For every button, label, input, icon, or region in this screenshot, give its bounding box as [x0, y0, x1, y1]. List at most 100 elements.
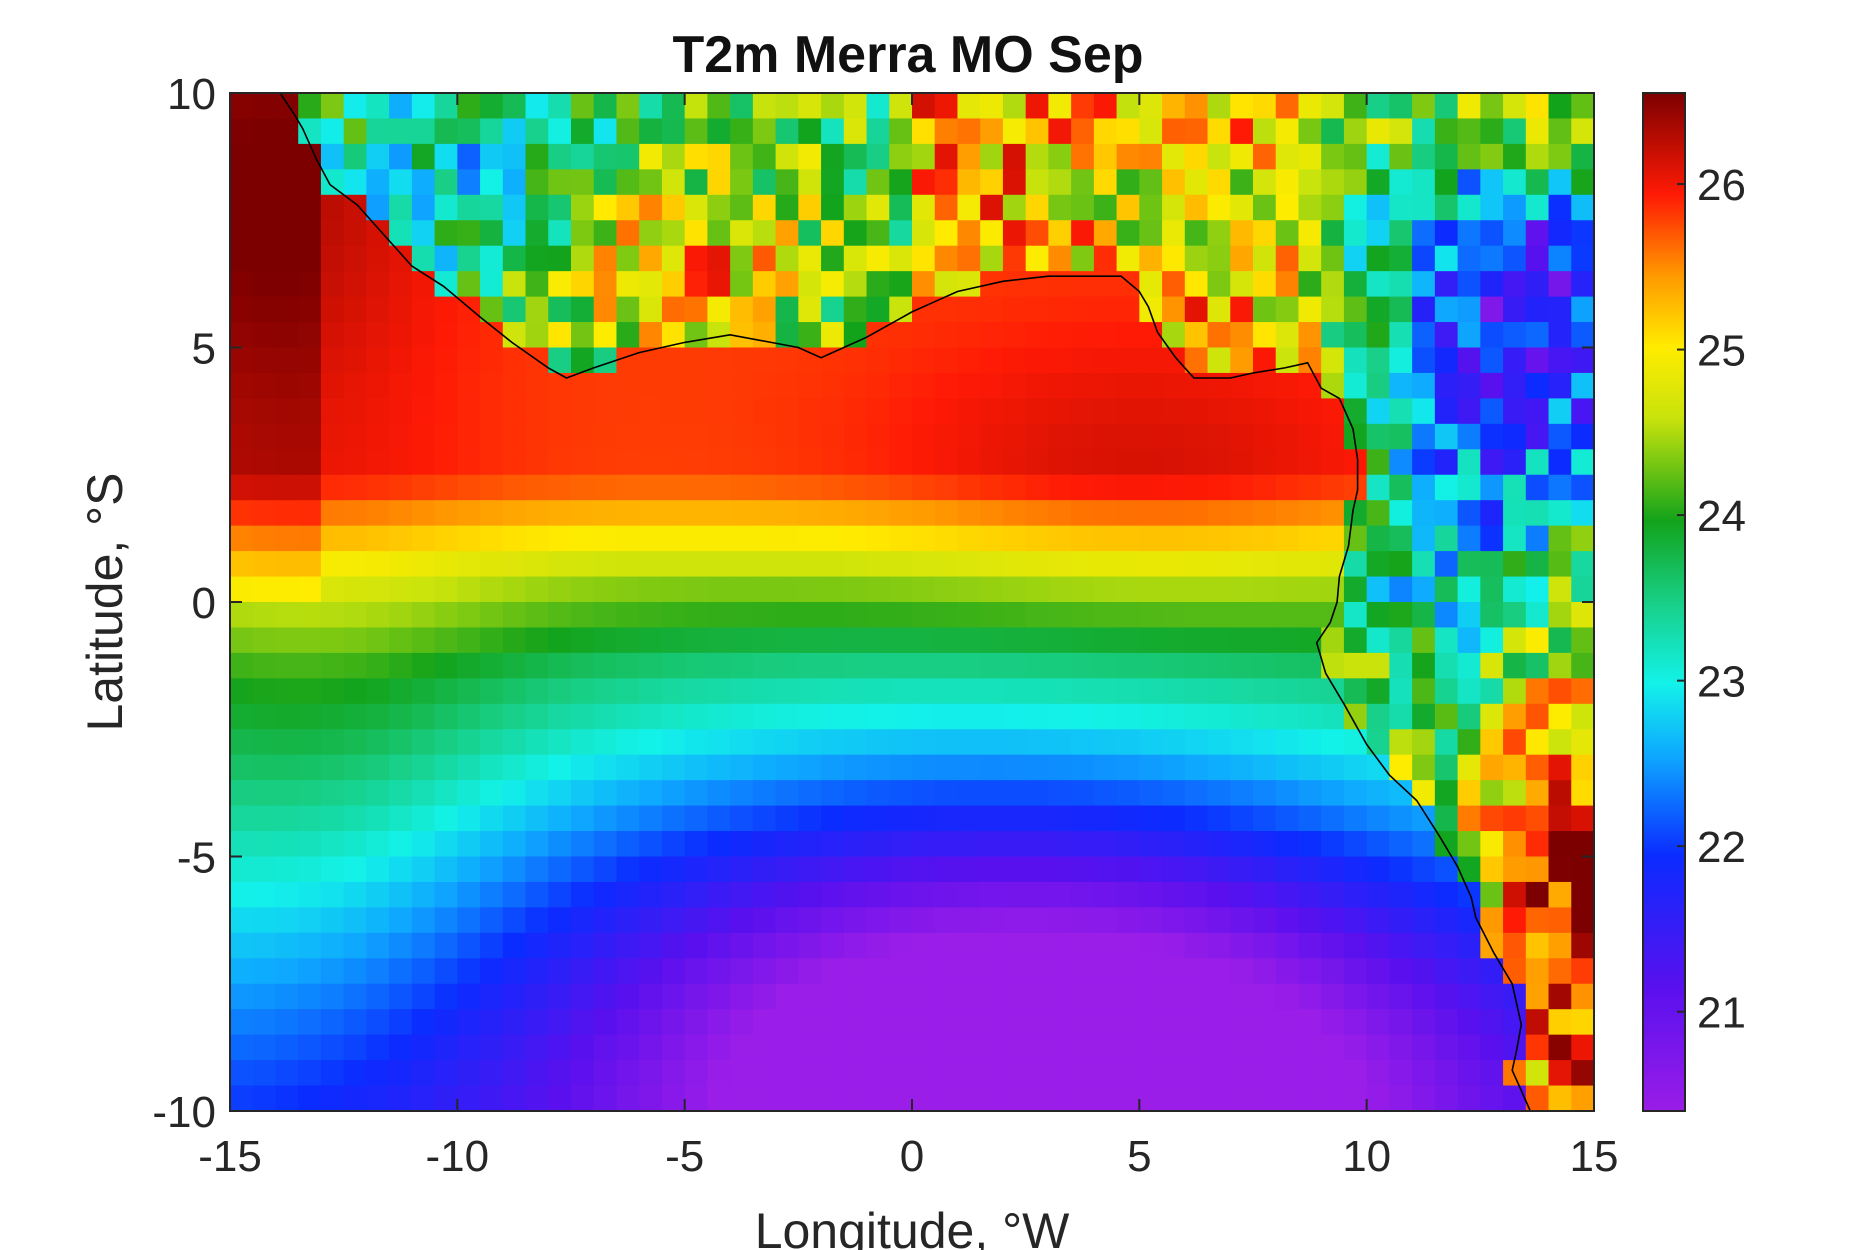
heatmap-cell	[1253, 831, 1277, 858]
heatmap-cell	[434, 729, 458, 756]
heatmap-cell	[1457, 347, 1481, 374]
heatmap-cell	[752, 118, 777, 145]
heatmap-cell	[912, 169, 936, 196]
heatmap-cell	[1343, 983, 1368, 1010]
heatmap-cell	[1230, 118, 1254, 145]
heatmap-cell	[275, 1060, 299, 1087]
heatmap-cell	[1071, 907, 1095, 934]
heatmap-cell	[366, 372, 390, 399]
heatmap-cell	[1253, 678, 1277, 705]
heatmap-cell	[1343, 729, 1368, 756]
heatmap-cell	[1139, 805, 1163, 832]
heatmap-cell	[707, 1034, 731, 1061]
heatmap-cell	[548, 271, 572, 298]
heatmap-cell	[1162, 220, 1186, 247]
heatmap-cell	[434, 398, 458, 425]
heatmap-cell	[866, 322, 890, 349]
heatmap-cell	[275, 500, 299, 527]
heatmap-cell	[1093, 780, 1118, 807]
heatmap-cell	[1525, 500, 1550, 527]
heatmap-cell	[1162, 907, 1186, 934]
heatmap-cell	[1389, 1009, 1413, 1036]
heatmap-cell	[252, 423, 277, 450]
heatmap-cell	[411, 449, 436, 476]
heatmap-cell	[366, 1085, 390, 1112]
heatmap-cell	[1412, 881, 1436, 908]
heatmap-cell	[1389, 449, 1413, 476]
heatmap-cell	[684, 347, 708, 374]
heatmap-cell	[1548, 652, 1572, 679]
heatmap-cell	[707, 983, 731, 1010]
heatmap-cell	[1071, 398, 1095, 425]
heatmap-cell	[798, 500, 822, 527]
heatmap-cell	[639, 1060, 663, 1087]
heatmap-cell	[866, 602, 890, 629]
heatmap-cell	[571, 678, 595, 705]
heatmap-cell	[1071, 271, 1095, 298]
heatmap-cell	[1366, 1085, 1390, 1112]
heatmap-cell	[707, 271, 731, 298]
heatmap-cell	[707, 1060, 731, 1087]
heatmap-cell	[957, 347, 981, 374]
heatmap-cell	[616, 474, 640, 501]
heatmap-cell	[1503, 449, 1527, 476]
heatmap-cell	[1389, 1060, 1413, 1087]
heatmap-cell	[275, 271, 299, 298]
heatmap-cell	[1366, 271, 1390, 298]
heatmap-cell	[1571, 652, 1595, 679]
heatmap-cell	[1207, 500, 1231, 527]
heatmap-cell	[1162, 881, 1186, 908]
heatmap-cell	[1480, 703, 1504, 730]
heatmap-cell	[1366, 1034, 1390, 1061]
heatmap-cell	[1343, 754, 1368, 781]
heatmap-cell	[502, 602, 527, 629]
heatmap-cell	[798, 602, 822, 629]
heatmap-cell	[1184, 474, 1209, 501]
heatmap-cell	[1571, 805, 1595, 832]
heatmap-cell	[957, 907, 981, 934]
heatmap-cell	[1412, 118, 1436, 145]
heatmap-cell	[661, 1085, 686, 1112]
heatmap-cell	[1162, 372, 1186, 399]
heatmap-cell	[1321, 932, 1345, 959]
heatmap-cell	[957, 322, 981, 349]
heatmap-cell	[525, 271, 549, 298]
heatmap-cell	[1207, 1085, 1231, 1112]
heatmap-cell	[1525, 983, 1550, 1010]
heatmap-cell	[525, 1034, 549, 1061]
heatmap-cell	[752, 983, 777, 1010]
heatmap-cell	[548, 652, 572, 679]
heatmap-cell	[661, 194, 686, 221]
heatmap-cell	[1253, 474, 1277, 501]
heatmap-cell	[1321, 347, 1345, 374]
heatmap-cell	[252, 118, 277, 145]
heatmap-cell	[843, 602, 868, 629]
heatmap-cell	[1230, 449, 1254, 476]
heatmap-cell	[821, 474, 845, 501]
heatmap-cell	[639, 245, 663, 272]
heatmap-cell	[889, 780, 913, 807]
heatmap-cell	[752, 169, 777, 196]
heatmap-cell	[1025, 449, 1049, 476]
heatmap-cell	[616, 627, 640, 654]
heatmap-cell	[843, 347, 868, 374]
heatmap-cell	[389, 881, 413, 908]
heatmap-cell	[798, 372, 822, 399]
heatmap-cell	[434, 754, 458, 781]
heatmap-cell	[1116, 143, 1140, 170]
heatmap-cell	[843, 220, 868, 247]
heatmap-cell	[775, 1060, 799, 1087]
heatmap-cell	[1116, 831, 1140, 858]
heatmap-cell	[912, 652, 936, 679]
heatmap-cell	[912, 220, 936, 247]
heatmap-cell	[480, 729, 504, 756]
heatmap-cell	[480, 347, 504, 374]
heatmap-cell	[912, 525, 936, 552]
heatmap-cell	[1548, 627, 1572, 654]
heatmap-cell	[912, 93, 936, 120]
heatmap-cell	[821, 983, 845, 1010]
heatmap-cell	[1093, 805, 1118, 832]
heatmap-cell	[1548, 449, 1572, 476]
heatmap-cell	[1048, 1009, 1072, 1036]
heatmap-cell	[571, 1034, 595, 1061]
